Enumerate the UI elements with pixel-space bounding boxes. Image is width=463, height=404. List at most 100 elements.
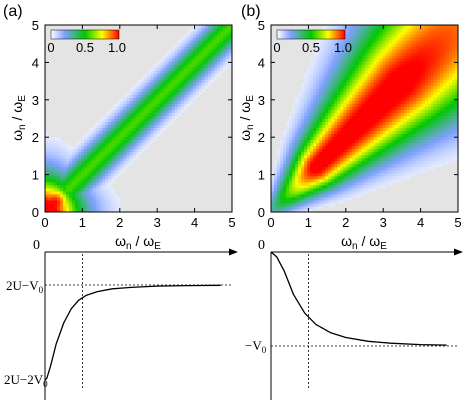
heatmap-a-cell (120, 70, 124, 74)
heatmap-a-cell (225, 169, 230, 174)
heatmap-a-cell (198, 34, 203, 38)
heatmap-a-cell (204, 130, 209, 135)
heatmap-a-cell (204, 115, 209, 119)
heatmap-a-cell (90, 124, 94, 129)
heatmap-a-cell (201, 190, 206, 195)
heatmap-a-cell (63, 163, 67, 168)
heatmap-b-cell (316, 187, 320, 192)
heatmap-a-cell (123, 58, 127, 62)
heatmap-a-cell (93, 43, 97, 47)
heatmap-a-cell (90, 109, 94, 113)
heatmap-a-cell (153, 139, 158, 144)
heatmap-a-cell (126, 55, 130, 59)
heatmap-a-cell (57, 172, 61, 177)
heatmap-a-cell (63, 136, 67, 141)
heatmap-a-cell (72, 139, 76, 144)
heatmap-b-cell (307, 199, 311, 204)
heatmap-a-cell (108, 190, 112, 195)
heatmap-a-cell (165, 151, 170, 156)
heatmap-a-cell (63, 190, 67, 195)
heatmap-a-cell (51, 85, 55, 89)
heatmap-b-cell (280, 193, 284, 198)
heatmap-a-cell (45, 91, 49, 95)
heatmap-a-cell (159, 55, 164, 59)
heatmap-a-cell (78, 151, 82, 156)
heatmap-a-cell (210, 34, 215, 38)
heatmap-b-cell (316, 91, 320, 95)
heatmap-b-cell (271, 190, 275, 195)
heatmap-a-cell (57, 58, 61, 62)
heatmap-b-cell (319, 157, 323, 162)
heatmap-a-cell (213, 43, 218, 47)
heatmap-a-cell (156, 199, 161, 204)
heatmap-a-cell (90, 166, 94, 171)
heatmap-a-cell (129, 199, 133, 204)
heatmap-a-cell (84, 163, 88, 168)
heatmap-b-cell (289, 208, 293, 212)
heatmap-a-cell (66, 133, 70, 138)
heatmap-a-cell (105, 172, 109, 177)
heatmap-a-cell (69, 157, 73, 162)
heatmap-a-cell (147, 31, 152, 35)
heatmap-b-cell (274, 97, 278, 101)
heatmap-a-cell (150, 61, 155, 65)
heatmap-a-cell (153, 31, 158, 35)
heatmap-a-cell (117, 109, 121, 113)
heatmap-a-cell (138, 136, 143, 141)
heatmap-a-cell (120, 157, 124, 162)
heatmap-a-cell (78, 205, 82, 210)
heatmap-b-cell (277, 193, 281, 198)
heatmap-a-cell (150, 148, 155, 153)
heatmap-a-cell (69, 94, 73, 98)
heatmap-a-cell (60, 136, 64, 141)
heatmap-a-cell (90, 82, 94, 86)
heatmap-a-cell (108, 139, 112, 144)
heatmap-a-cell (174, 31, 179, 35)
heatmap-a-cell (192, 109, 197, 113)
heatmap-a-cell (72, 127, 76, 132)
heatmap-a-cell (138, 31, 143, 35)
heatmap-a-cell (228, 142, 232, 147)
heatmap-a-cell (114, 49, 118, 53)
heatmap-b-cell (298, 169, 302, 174)
heatmap-a-cell (177, 139, 182, 144)
heatmap-a-cell (141, 151, 146, 156)
heatmap-b-cell (316, 112, 320, 116)
heatmap-a-cell (126, 208, 130, 212)
heatmap-a-cell (165, 172, 170, 177)
heatmap-a-cell (153, 106, 158, 110)
heatmap-b-cell (271, 160, 275, 165)
heatmap-a-cell (213, 58, 218, 62)
heatmap-a-cell (153, 184, 158, 189)
heatmap-a-cell (78, 112, 82, 116)
heatmap-a-cell (78, 157, 82, 162)
heatmap-a-cell (126, 145, 130, 150)
heatmap-a-cell (78, 148, 82, 153)
heatmap-a-cell (165, 142, 170, 147)
heatmap-a-cell (213, 181, 218, 186)
heatmap-a-cell (132, 151, 136, 156)
heatmap-a-cell (153, 115, 158, 119)
heatmap-a-cell (213, 46, 218, 50)
heatmap-a-cell (120, 124, 124, 129)
heatmap-a-cell (192, 112, 197, 116)
heatmap-a-cell (219, 70, 224, 74)
heatmap-a-cell (171, 151, 176, 156)
heatmap-b-cell (271, 163, 275, 168)
heatmap-a-cell (90, 85, 94, 89)
heatmap-a-cell (99, 208, 103, 212)
heatmap-a-cell (60, 106, 64, 110)
heatmap-a-cell (96, 124, 100, 129)
heatmap-b-cell (277, 190, 281, 195)
heatmap-a-cell (147, 166, 152, 171)
heatmap-a-cell (108, 121, 112, 126)
heatmap-a-cell (114, 121, 118, 126)
heatmap-a-cell (174, 181, 179, 186)
heatmap-a-cell (117, 73, 121, 77)
heatmap-b-cell (304, 172, 308, 177)
heatmap-a-cell (180, 127, 185, 132)
heatmap-a-cell (204, 25, 209, 29)
heatmap-a-cell (69, 127, 73, 132)
heatmap-a-cell (69, 142, 73, 147)
heatmap-a-cell (51, 205, 55, 210)
